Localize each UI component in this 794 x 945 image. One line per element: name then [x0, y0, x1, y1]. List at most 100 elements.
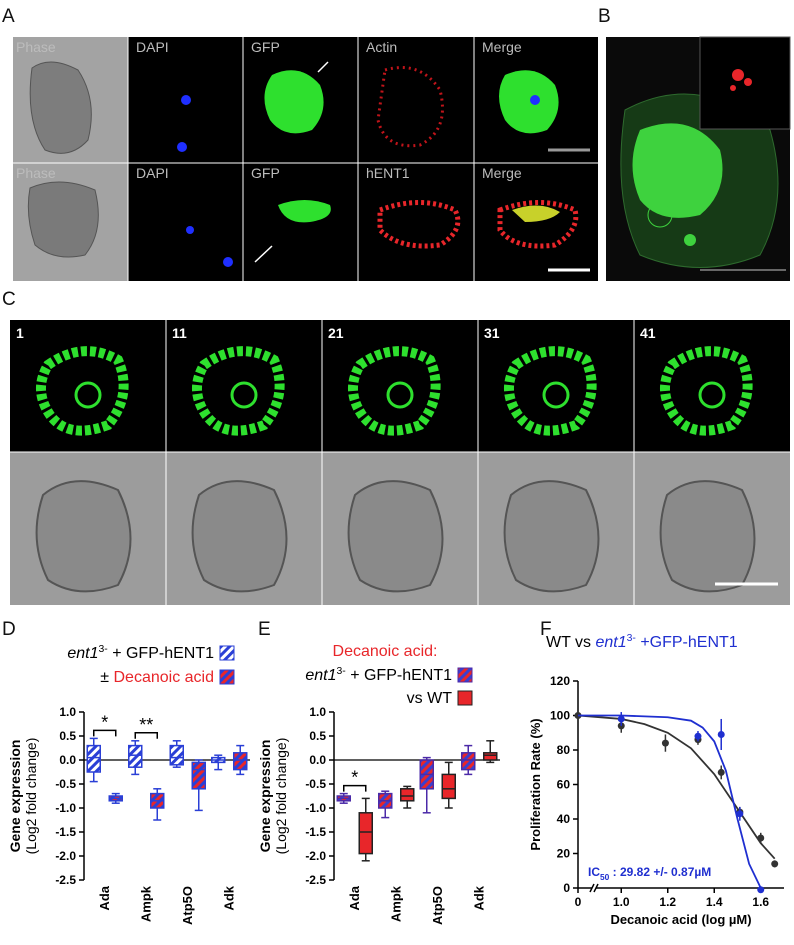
y-axis-label: (Log2 fold change)	[273, 738, 289, 855]
cell	[29, 61, 92, 154]
box	[441, 773, 456, 800]
y-tick-label: 120	[550, 674, 570, 688]
image-label: GFP	[251, 165, 280, 181]
x-tick-label: 1.2	[659, 895, 676, 909]
y-tick-label: 0.0	[59, 753, 76, 767]
box	[400, 788, 415, 802]
legend-swatch	[457, 667, 473, 683]
data-point	[757, 834, 765, 842]
y-tick-label: 100	[550, 709, 570, 723]
axis-break	[593, 883, 599, 893]
annotation: IC50 : 29.82 +/- 0.87µM	[588, 865, 711, 882]
arrow	[254, 245, 273, 263]
box	[233, 752, 248, 771]
cell	[503, 480, 600, 593]
y-axis-label: Gene expression	[257, 740, 273, 853]
x-tick-label: Ada	[347, 885, 362, 910]
box	[86, 744, 101, 773]
x-tick-label: 0	[575, 895, 582, 909]
legend-label: ± Decanoic acid	[100, 669, 214, 686]
legend-swatch	[219, 645, 235, 661]
significance-label: **	[139, 715, 153, 735]
legend-swatch	[457, 690, 473, 706]
gfp-signal	[632, 123, 723, 218]
text-part: +GFP-hENT1	[636, 634, 738, 651]
text-part: WT vs	[546, 634, 595, 651]
data-point	[661, 739, 669, 747]
text-part: : 29.82 +/- 0.87µM	[609, 865, 711, 879]
box	[191, 761, 206, 790]
gfp-signal	[278, 200, 331, 223]
red-signal	[730, 85, 736, 91]
box	[128, 744, 143, 768]
chart-title: WT vs ent13- +GFP-hENT1	[546, 633, 738, 651]
y-tick-label: -1.5	[305, 825, 326, 839]
text-part: ent1	[305, 667, 336, 684]
x-tick-label: Ampk	[138, 885, 153, 922]
nucleus	[530, 95, 540, 105]
data-point	[694, 732, 702, 740]
text-part: 3-	[99, 644, 108, 655]
fit-curve	[578, 714, 762, 889]
text-part: 3-	[627, 633, 636, 644]
significance-label: *	[351, 768, 358, 788]
image-label: Phase	[16, 39, 56, 55]
text-part: + GFP-hENT1	[346, 667, 452, 684]
x-tick-label: Atp5O	[180, 886, 195, 925]
image-label: GFP	[251, 39, 280, 55]
y-tick-label: 1.0	[59, 705, 76, 719]
frame-number: 11	[172, 325, 187, 341]
panel-c-images: 1 11 21 31 41	[10, 320, 790, 605]
panel-label: E	[258, 619, 271, 640]
y-tick-label: 1.0	[309, 705, 326, 719]
image-label: hENT1	[366, 165, 410, 181]
image-label: DAPI	[136, 39, 169, 55]
frame-number: 41	[640, 325, 656, 341]
y-tick-label: 0.5	[59, 729, 76, 743]
text-part: IC	[588, 865, 600, 879]
nucleus	[186, 226, 194, 234]
image-label: Merge	[482, 39, 522, 55]
legend-label: vs WT	[407, 690, 453, 707]
cell	[659, 480, 756, 593]
vesicle	[647, 202, 673, 228]
nucleus	[223, 257, 233, 267]
vacuole	[386, 381, 414, 409]
x-tick-label: 1.0	[613, 895, 630, 909]
text-part: vs WT	[407, 690, 453, 707]
legend-label: ent13- + GFP-hENT1	[67, 644, 214, 662]
y-tick-label: -1.5	[55, 825, 76, 839]
actin-signal	[376, 66, 444, 148]
vacuole	[542, 381, 570, 409]
legend-swatch	[219, 669, 235, 685]
x-axis-label: Decanoic acid (log µM)	[610, 912, 751, 927]
panel-label: C	[2, 289, 16, 310]
text-part: ±	[100, 669, 113, 686]
cell	[35, 480, 132, 593]
gfp-signal	[264, 70, 324, 134]
red-signal	[732, 69, 744, 81]
vacuole	[74, 381, 102, 409]
y-axis-label: Gene expression	[7, 740, 23, 853]
frame-number: 21	[328, 325, 344, 341]
nucleus	[177, 142, 187, 152]
vacuole	[230, 381, 258, 409]
panel-a-images: Phase DAPI GFP Actin Merge Phase DAPI GF…	[13, 37, 598, 281]
chart-title: Decanoic acid:	[333, 643, 438, 660]
y-tick-label: -2.0	[55, 849, 76, 863]
gfp-signal	[36, 346, 129, 436]
image-label: DAPI	[136, 165, 169, 181]
text-part: ent1	[67, 645, 98, 662]
box	[461, 752, 476, 771]
y-axis-label: Proliferation Rate (%)	[528, 718, 543, 850]
cell	[347, 480, 444, 593]
merge-signal	[499, 70, 559, 134]
dividers	[13, 37, 598, 281]
significance-bracket	[93, 729, 117, 737]
fit-curve	[577, 714, 776, 860]
merge-signal	[512, 205, 560, 222]
gfp-signal	[192, 346, 285, 436]
data-point	[717, 768, 725, 776]
panel-label: F	[540, 619, 552, 640]
